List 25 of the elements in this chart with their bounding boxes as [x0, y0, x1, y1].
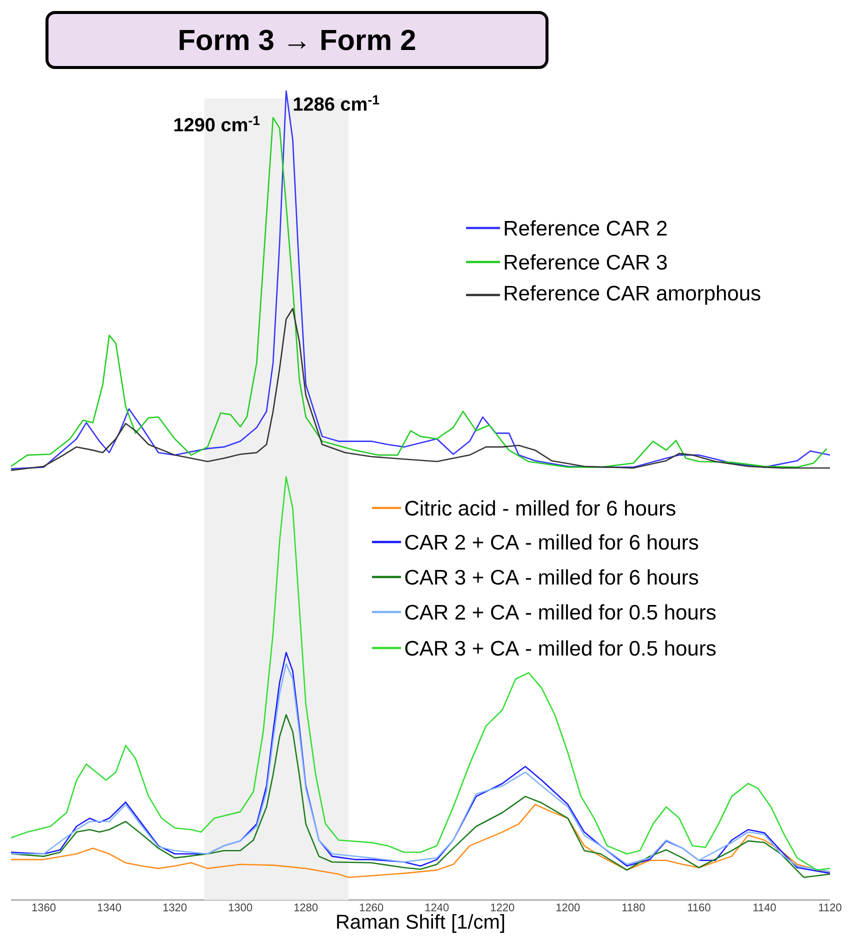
x-tick-label: 1280: [294, 904, 318, 912]
x-tick-label: 1320: [163, 904, 187, 912]
legend-label: Citric acid - milled for 6 hours: [405, 500, 676, 516]
x-tick-label: 1300: [228, 904, 252, 912]
annotation: 1290 cm$^{-1}$: [174, 116, 260, 132]
x-axis-title: Raman Shift [1/cm]: [337, 914, 504, 933]
x-tick-label: 1200: [556, 904, 580, 912]
legend-label: CAR 3 + CA - milled for 0.5 hours: [405, 640, 716, 656]
x-tick-label: 1120: [818, 904, 842, 912]
x-tick-label: 1140: [753, 904, 776, 912]
chart-title: Form 3 → Form 2: [180, 30, 416, 50]
legend-label: CAR 2 + CA - milled for 6 hours: [405, 534, 698, 550]
annotation: 1286 cm$^{-1}$: [294, 95, 380, 111]
x-tick-label: 1220: [490, 904, 514, 912]
x-tick-label: 1260: [360, 904, 384, 912]
legend-label: Reference CAR amorphous: [504, 285, 760, 305]
legend-label: CAR 2 + CA - milled for 0.5 hours: [405, 604, 716, 620]
legend-label: CAR 3 + CA - milled for 6 hours: [405, 569, 698, 585]
legend-label: Reference CAR 3: [504, 254, 667, 270]
x-tick-label: 1160: [688, 904, 710, 912]
x-tick-label: 1240: [425, 904, 449, 912]
x-tick-label: 1340: [98, 904, 122, 912]
x-tick-label: 1360: [32, 904, 56, 912]
legend-label: Reference CAR 2: [504, 220, 667, 236]
x-tick-label: 1180: [622, 904, 645, 912]
